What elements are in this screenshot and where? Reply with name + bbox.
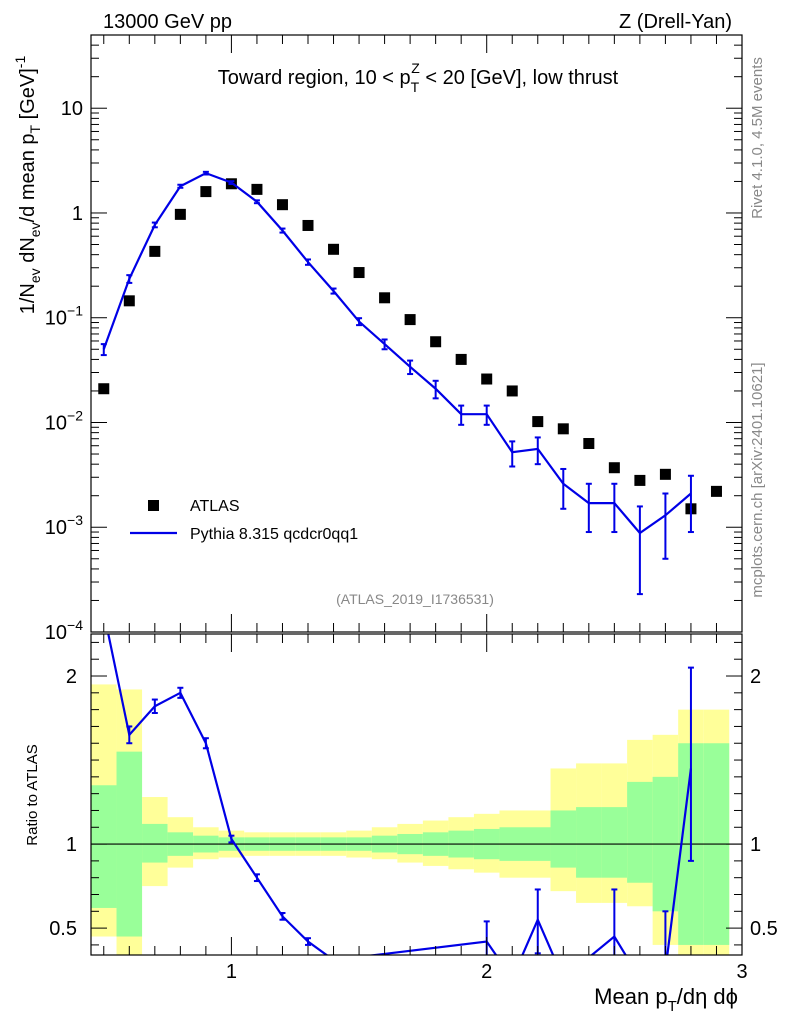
atlas-point	[455, 353, 467, 365]
y-tick-label: 10−1	[45, 303, 83, 330]
atlas-point	[328, 243, 340, 255]
ratio-panel-ylabel: Ratio to ATLAS	[24, 744, 41, 845]
uncertainty-band-green	[91, 785, 117, 908]
atlas-point	[430, 336, 442, 348]
y-tick-label: 1	[72, 203, 83, 225]
main-panel-axes: 10 1 10−1 10−2 10−3 10−4	[45, 34, 743, 644]
ratio-panel-axes: 1 2 3 2 2 1 1 0.5 0.5	[49, 634, 778, 983]
atlas-point	[200, 186, 212, 198]
rivet-version-label: Rivet 4.1.0, 4.5M events	[749, 57, 766, 219]
ratio-y-tick-label-left: 0.5	[49, 918, 77, 940]
atlas-point	[123, 295, 135, 307]
uncertainty-band-green	[142, 823, 168, 863]
atlas-point	[404, 314, 416, 326]
atlas-point	[302, 219, 314, 231]
uncertainty-band-green	[550, 810, 577, 868]
atlas-point	[353, 267, 365, 279]
atlas-point	[583, 438, 595, 450]
pythia-line	[102, 171, 692, 535]
atlas-point	[506, 385, 518, 397]
ratio-y-tick-label-left: 2	[66, 666, 77, 688]
atlas-point	[276, 199, 288, 211]
y-tick-label: 10−4	[45, 617, 83, 644]
main-panel-ylabel: 1/Nev dNev/d mean pT [GeV]-1	[12, 56, 43, 315]
atlas-point	[608, 462, 620, 474]
atlas-point	[659, 468, 671, 480]
atlas-point	[174, 208, 186, 220]
x-tick-label: 2	[481, 961, 492, 983]
process-label: Z (Drell-Yan)	[619, 11, 732, 33]
ratio-y-tick-label-right: 1	[750, 834, 761, 856]
legend: ATLAS Pythia 8.315 qcdcr0qq1	[130, 498, 358, 543]
y-tick-label: 10	[61, 98, 83, 120]
atlas-point	[710, 485, 722, 497]
x-tick-label: 1	[226, 961, 237, 983]
ratio-y-tick-label-right: 0.5	[750, 918, 778, 940]
uncertainty-band-green	[627, 781, 653, 883]
main-panel-data-layer	[98, 170, 722, 596]
atlas-point	[481, 373, 493, 385]
atlas-point	[532, 416, 544, 428]
energy-label: 13000 GeV pp	[103, 11, 232, 33]
ratio-y-tick-label-left: 1	[66, 834, 77, 856]
x-tick-label: 3	[736, 961, 747, 983]
atlas-point	[557, 423, 569, 435]
ratio-panel-frame	[90, 633, 743, 956]
y-tick-label: 10−3	[45, 512, 83, 539]
ratio-panel-data-layer	[91, 634, 742, 955]
source-label: mcplots.cern.ch [arXiv:2401.10621]	[749, 362, 766, 597]
atlas-point	[379, 292, 391, 304]
legend-atlas-marker	[148, 500, 159, 511]
analysis-label: (ATLAS_2019_I1736531)	[336, 591, 494, 607]
main-panel-frame	[90, 34, 743, 633]
ratio-line	[107, 634, 693, 955]
atlas-point	[149, 245, 161, 257]
x-axis-label: Mean pT/dη dϕ	[594, 984, 738, 1015]
main-panel-title: Toward region, 10 < pTZ < 20 [GeV], low …	[218, 60, 619, 95]
uncertainty-band-green	[576, 807, 602, 878]
legend-atlas-label: ATLAS	[190, 498, 240, 515]
atlas-point	[98, 383, 110, 395]
atlas-point	[251, 183, 263, 195]
uncertainty-band-green	[601, 807, 628, 878]
y-tick-label: 10−2	[45, 407, 83, 434]
ratio-y-tick-label-right: 2	[750, 666, 761, 688]
atlas-point	[634, 474, 646, 486]
legend-pythia-label: Pythia 8.315 qcdcr0qq1	[190, 526, 358, 543]
